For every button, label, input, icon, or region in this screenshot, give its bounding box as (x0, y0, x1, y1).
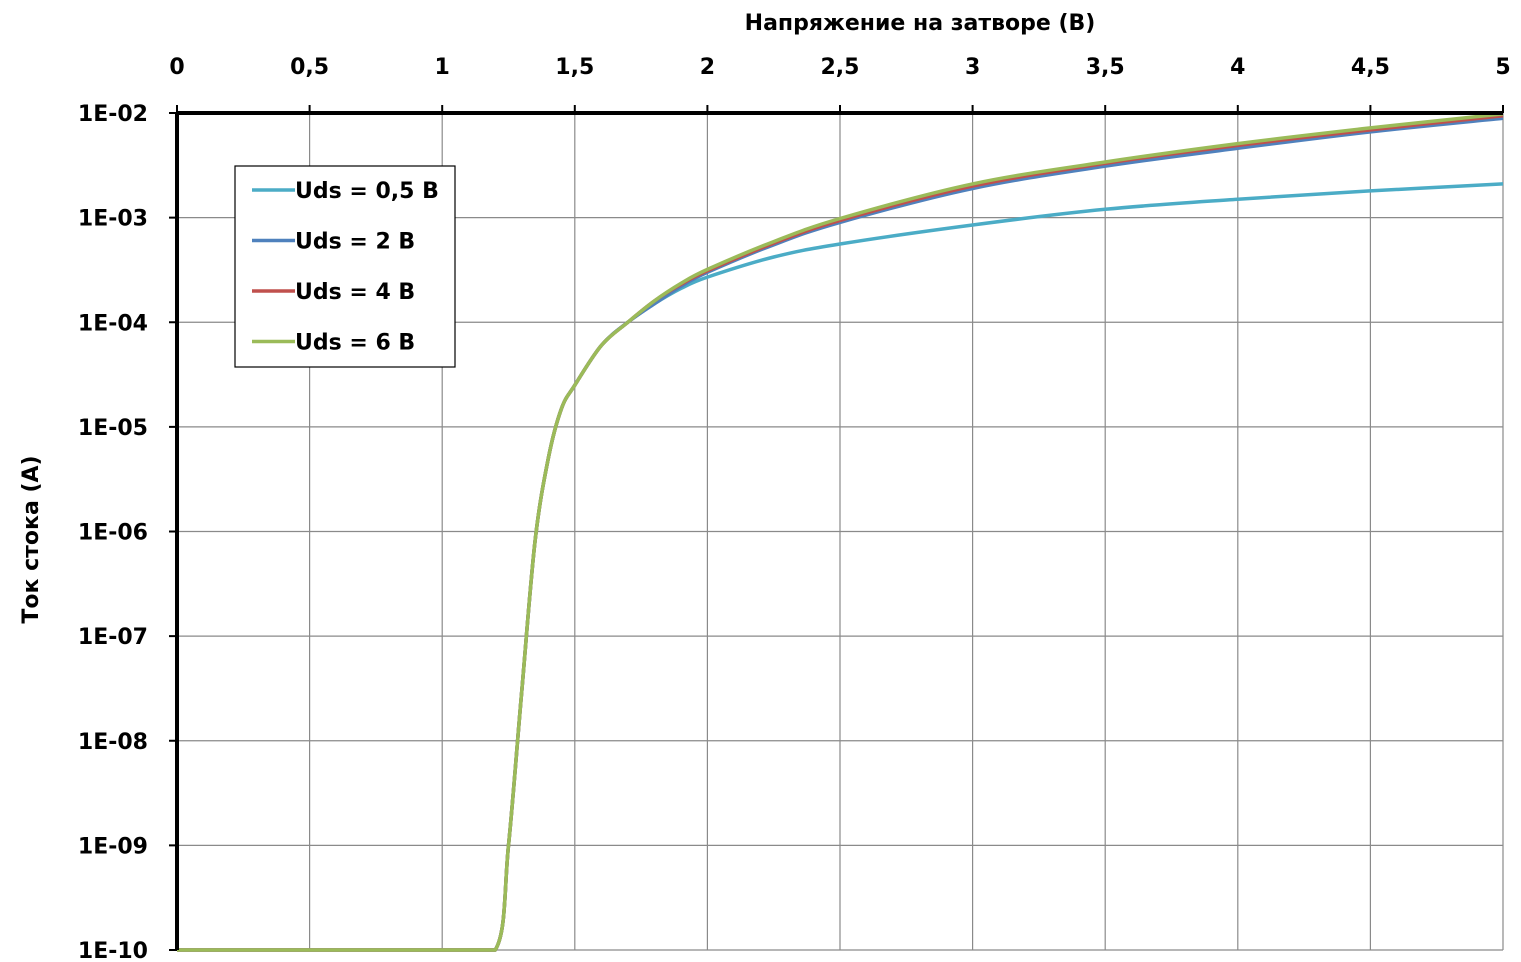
y-axis-title: Ток стока (А) (19, 455, 44, 623)
legend-label: Uds = 2 В (295, 230, 415, 255)
x-tick-label: 3 (965, 55, 980, 80)
y-tick-label: 1E-10 (78, 939, 148, 962)
x-tick-label: 2,5 (821, 55, 860, 80)
y-tick-label: 1E-05 (78, 416, 148, 441)
x-axis-title: Напряжение на затворе (В) (745, 11, 1096, 36)
x-tick-label: 4 (1230, 55, 1245, 80)
y-tick-label: 1E-08 (78, 730, 148, 755)
x-tick-label: 4,5 (1351, 55, 1390, 80)
axes (169, 105, 1504, 951)
legend-box (234, 165, 456, 368)
y-tick-label: 1E-07 (78, 625, 148, 650)
x-tick-label: 1 (435, 55, 450, 80)
x-tick-label: 1,5 (555, 55, 594, 80)
legend: Uds = 0,5 В Uds = 2 В Uds = 4 В Uds = 6 В (234, 165, 456, 368)
x-tick-labels: 0 0,5 1 1,5 2 2,5 3 3,5 4 4,5 5 (169, 55, 1510, 80)
x-tick-label: 3,5 (1086, 55, 1125, 80)
series-layer (177, 112, 1504, 952)
y-tick-label: 1E-03 (78, 207, 148, 232)
y-tick-label: 1E-04 (78, 311, 148, 336)
legend-label: Uds = 6 В (295, 331, 415, 356)
x-tick-label: 2 (700, 55, 715, 80)
x-tick-label: 0 (169, 55, 184, 80)
x-tick-label: 0,5 (290, 55, 329, 80)
series-line (177, 112, 1504, 952)
y-tick-label: 1E-06 (78, 521, 148, 546)
x-tick-label: 5 (1495, 55, 1510, 80)
y-tick-label: 1E-02 (78, 102, 148, 127)
y-tick-label: 1E-09 (78, 834, 148, 859)
y-tick-labels: 1E-02 1E-03 1E-04 1E-05 1E-06 1E-07 1E-08 1E-09… (78, 102, 148, 962)
legend-label: Uds = 0,5 В (295, 179, 439, 204)
legend-label: Uds = 4 В (295, 280, 415, 305)
